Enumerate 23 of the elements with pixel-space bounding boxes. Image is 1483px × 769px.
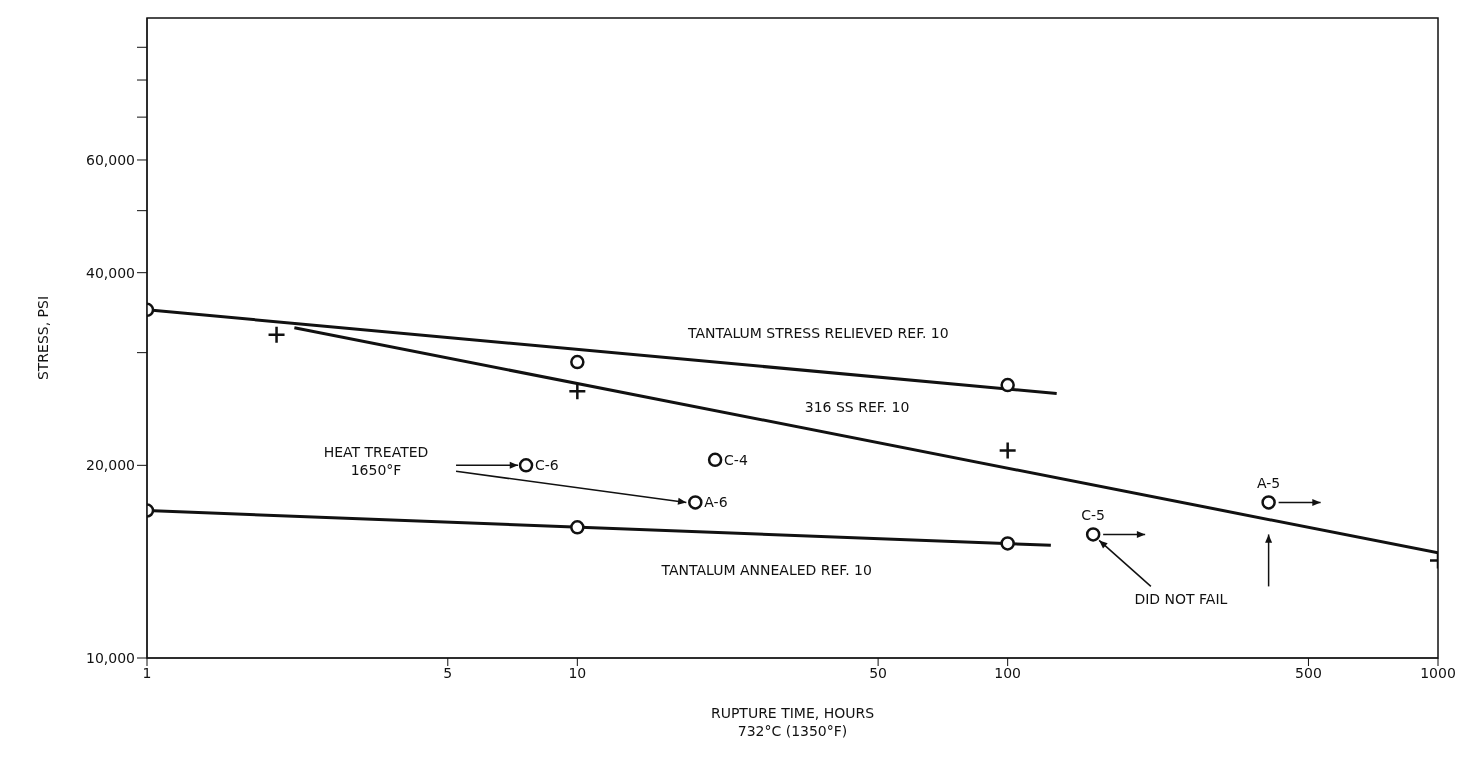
annotation: C-4 bbox=[724, 451, 748, 468]
x-tick-label: 1 bbox=[142, 664, 152, 681]
annotation: C-5 bbox=[1081, 507, 1106, 524]
annotation: TANTALUM ANNEALED REF. 10 bbox=[660, 561, 872, 578]
annotation: 316 SS REF. 10 bbox=[804, 398, 910, 415]
annotation: HEAT TREATED 1650°F bbox=[323, 444, 429, 479]
x-tick-label: 100 bbox=[994, 664, 1022, 681]
y-axis-title: STRESS, PSI bbox=[35, 295, 51, 381]
annotation: A-5 bbox=[1257, 475, 1281, 492]
x-tick-label: 500 bbox=[1295, 664, 1322, 681]
x-tick-label: 50 bbox=[869, 664, 888, 681]
y-tick-label: 20,000 bbox=[86, 457, 135, 474]
x-tick-label: 10 bbox=[568, 664, 587, 681]
x-tick-label: 5 bbox=[443, 664, 453, 681]
annotation: TANTALUM STRESS RELIEVED REF. 10 bbox=[686, 325, 949, 341]
x-tick-label: 1000 bbox=[1420, 664, 1456, 681]
annotation: DID NOT FAIL bbox=[1134, 591, 1228, 608]
annotation: C-6 bbox=[535, 457, 559, 474]
y-tick-label: 40,000 bbox=[86, 264, 135, 281]
y-tick-label: 60,000 bbox=[86, 151, 135, 168]
y-tick-label: 10,000 bbox=[86, 649, 135, 666]
annotation: A-6 bbox=[704, 494, 728, 511]
x-axis-title: RUPTURE TIME, HOURS 732°C (1350°F) bbox=[710, 705, 875, 739]
